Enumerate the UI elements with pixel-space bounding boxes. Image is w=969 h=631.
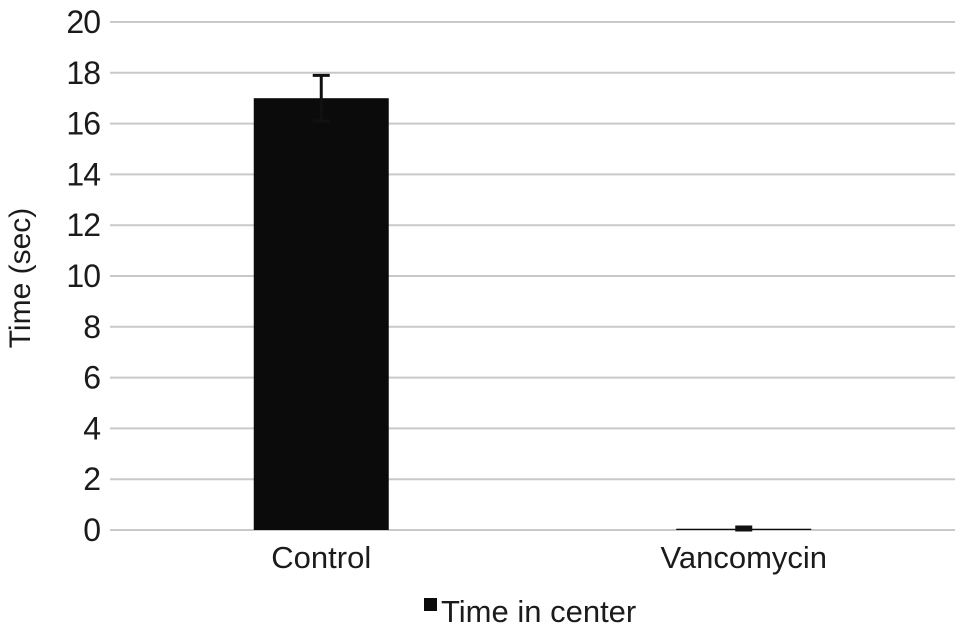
- y-axis-title: Time (sec): [4, 208, 37, 349]
- y-tick-label-6: 6: [83, 360, 100, 396]
- x-category-label-vancomycin: Vancomycin: [660, 540, 827, 575]
- legend-marker-square-icon: [424, 598, 437, 611]
- bar-control: [253, 98, 389, 530]
- y-tick-label-20: 20: [66, 4, 100, 40]
- y-tick-label-2: 2: [83, 461, 100, 497]
- y-tick-label-12: 12: [66, 207, 100, 243]
- y-tick-label-10: 10: [66, 258, 100, 294]
- y-tick-label-4: 4: [83, 410, 100, 446]
- legend-label: Time in center: [441, 594, 636, 629]
- x-category-label-control: Control: [271, 540, 371, 575]
- y-tick-label-8: 8: [83, 309, 100, 345]
- y-tick-label-18: 18: [66, 55, 100, 91]
- y-tick-label-14: 14: [66, 156, 100, 192]
- y-tick-label-16: 16: [66, 106, 100, 142]
- y-tick-label-0: 0: [83, 512, 100, 548]
